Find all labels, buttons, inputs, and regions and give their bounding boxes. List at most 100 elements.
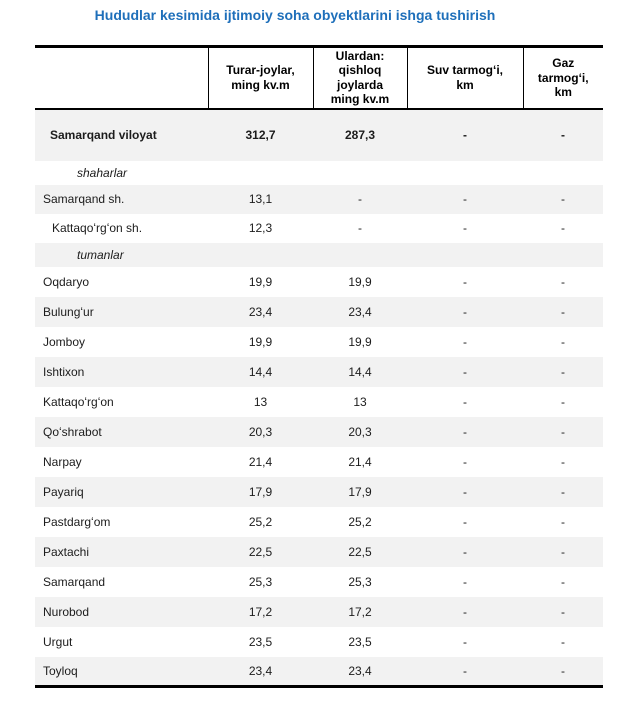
cell-value: - [463,304,467,319]
column-header-gas_network: Gaz tarmogʻi, km [523,46,603,110]
cell-value: - [561,484,565,499]
cell-value: - [463,544,467,559]
cell-value: 19,9 [348,274,372,289]
row-label: Samarqand [43,574,106,589]
cell-value [313,161,407,185]
cell-value: 25,3 [248,574,273,589]
table-row: Pastdargʻom 25,2 25,2 - - [35,507,603,537]
table-header: Turar-joylar, ming kv.m Ulardan: qishloq … [35,46,603,110]
document-page: Hududlar kesimida ijtimoiy soha obyektla… [0,7,624,689]
cell-value: - [358,192,362,207]
cell-value: - [463,394,467,409]
row-label: Payariq [43,484,84,499]
row-label: Kattaqoʻrgʻon sh. [52,221,143,236]
table-row: Paxtachi 22,5 22,5 - - [35,536,603,567]
row-label: Kattaqoʻrgʻon [43,394,114,409]
table-row: Nurobod 17,2 17,2 - - [35,596,603,627]
cell-value: 14,4 [248,364,273,379]
row-label: Samarqand viloyat [50,128,157,143]
regions-table: Turar-joylar, ming kv.m Ulardan: qishloq … [35,45,603,689]
table-row: Urgut 23,5 23,5 - - [35,627,603,657]
table-row: Samarqand viloyat 312,7 287,3 - - [35,108,603,161]
cell-value: 12,3 [248,221,273,236]
table-row: tumanlar [35,242,603,267]
cell-value: - [463,128,467,143]
cell-value: 25,2 [248,514,273,529]
cell-value: - [561,192,565,207]
cell-value: - [561,544,565,559]
cell-value: 17,2 [248,604,273,619]
cell-value: 22,5 [248,544,273,559]
cell-value [208,161,313,185]
cell-value: - [358,221,362,236]
cell-value: - [561,514,565,529]
cell-value: 23,4 [348,663,372,678]
cell-value: 17,9 [348,484,372,499]
cell-value: - [463,514,467,529]
cell-value: 19,9 [248,334,273,349]
cell-value: - [463,424,467,439]
cell-value: 19,9 [348,334,372,349]
cell-value: 287,3 [344,128,376,143]
cell-value: - [463,574,467,589]
table-row: Jomboy 19,9 19,9 - - [35,327,603,357]
cell-value: 13,1 [248,192,273,207]
cell-value: 23,4 [248,663,273,678]
cell-value: 21,4 [248,454,273,469]
table-row: Narpay 21,4 21,4 - - [35,447,603,477]
column-header-region [35,46,209,110]
table-row: Samarqand sh. 13,1 - - - [35,184,603,214]
row-label: shaharlar [77,165,128,180]
cell-value: 312,7 [245,128,276,143]
table-row: shaharlar [35,161,603,185]
cell-value: 13 [253,394,268,409]
cell-value [208,243,313,267]
cell-value: - [463,484,467,499]
table-body: Samarqand viloyat 312,7 287,3 - - shaharlar Sa… [35,108,603,687]
table-row: Bulungʻur 23,4 23,4 - - [35,296,603,327]
cell-value: - [561,574,565,589]
cell-value: - [561,634,565,649]
row-label: Narpay [43,454,82,469]
row-label: Toyloq [43,663,78,678]
cell-value: - [463,192,467,207]
row-label: Paxtachi [43,544,90,559]
cell-value [407,161,523,185]
cell-value: - [463,364,467,379]
cell-value: 22,5 [348,544,372,559]
table-header-row: Turar-joylar, ming kv.m Ulardan: qishloq … [35,46,603,110]
cell-value [523,243,603,267]
cell-value: 20,3 [248,424,273,439]
cell-value: - [561,663,565,678]
cell-value: - [463,334,467,349]
cell-value: - [463,604,467,619]
cell-value: - [463,634,467,649]
cell-value: - [561,604,565,619]
table-row: Oqdaryo 19,9 19,9 - - [35,267,603,297]
cell-value: - [561,364,565,379]
row-label: Jomboy [43,334,86,349]
cell-value: 21,4 [348,454,372,469]
cell-value: 19,9 [248,274,273,289]
column-header-rural_housing: Ulardan: qishloq joylarda ming kv.m [313,46,408,110]
row-label: Nurobod [43,604,90,619]
cell-value: 14,4 [348,364,372,379]
cell-value: 17,9 [248,484,273,499]
row-label: Pastdargʻom [43,514,111,529]
cell-value: 25,3 [348,574,372,589]
cell-value: 25,2 [348,514,372,529]
cell-value [523,161,603,185]
cell-value: - [463,274,467,289]
cell-value: - [561,454,565,469]
cell-value: - [561,424,565,439]
cell-value: - [463,221,467,236]
row-label: Qoʻshrabot [43,424,102,439]
cell-value: 23,4 [248,304,273,319]
cell-value: 13 [353,394,367,409]
cell-value: - [561,221,565,236]
table-row: Kattaqoʻrgʻon 13 13 - - [35,387,603,417]
cell-value: 23,4 [348,304,372,319]
row-label: Oqdaryo [43,274,90,289]
row-label: tumanlar [77,247,124,262]
cell-value: 20,3 [348,424,372,439]
